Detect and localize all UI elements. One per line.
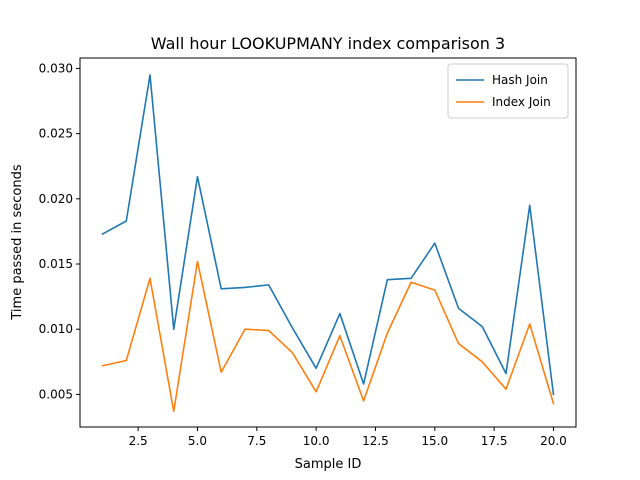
- x-tick-label: 7.5: [247, 434, 266, 448]
- x-axis-label: Sample ID: [295, 457, 362, 472]
- chart-title: Wall hour LOOKUPMANY index comparison 3: [151, 34, 505, 53]
- x-tick-label: 2.5: [129, 434, 148, 448]
- y-axis-label: Time passed in seconds: [10, 164, 25, 320]
- x-tick-label: 20.0: [540, 434, 567, 448]
- y-tick-label: 0.030: [39, 61, 73, 75]
- x-tick-label: 12.5: [362, 434, 389, 448]
- x-tick-label: 10.0: [303, 434, 330, 448]
- legend-box: [447, 63, 569, 119]
- y-tick-label: 0.015: [39, 257, 73, 271]
- legend: Hash Join Index Join: [447, 63, 569, 119]
- plot-frame: [79, 57, 577, 428]
- legend-label: Hash Join: [492, 73, 548, 87]
- series-line-hash-join: [101, 74, 555, 396]
- y-axis: 0.005 0.010 0.015 0.020 0.025 0.030: [39, 61, 80, 401]
- x-tick-label: 5.0: [188, 434, 207, 448]
- y-tick-label: 0.025: [39, 127, 73, 141]
- y-tick-label: 0.010: [39, 322, 73, 336]
- y-tick-label: 0.020: [39, 192, 73, 206]
- series-layer: [101, 74, 555, 413]
- x-tick-label: 15.0: [421, 434, 448, 448]
- x-axis: 2.5 5.0 7.5 10.0 12.5 15.0 17.5 20.0: [129, 427, 567, 448]
- legend-label: Index Join: [492, 95, 551, 109]
- x-tick-label: 17.5: [481, 434, 508, 448]
- series-line-index-join: [101, 260, 555, 413]
- y-tick-label: 0.005: [39, 387, 73, 401]
